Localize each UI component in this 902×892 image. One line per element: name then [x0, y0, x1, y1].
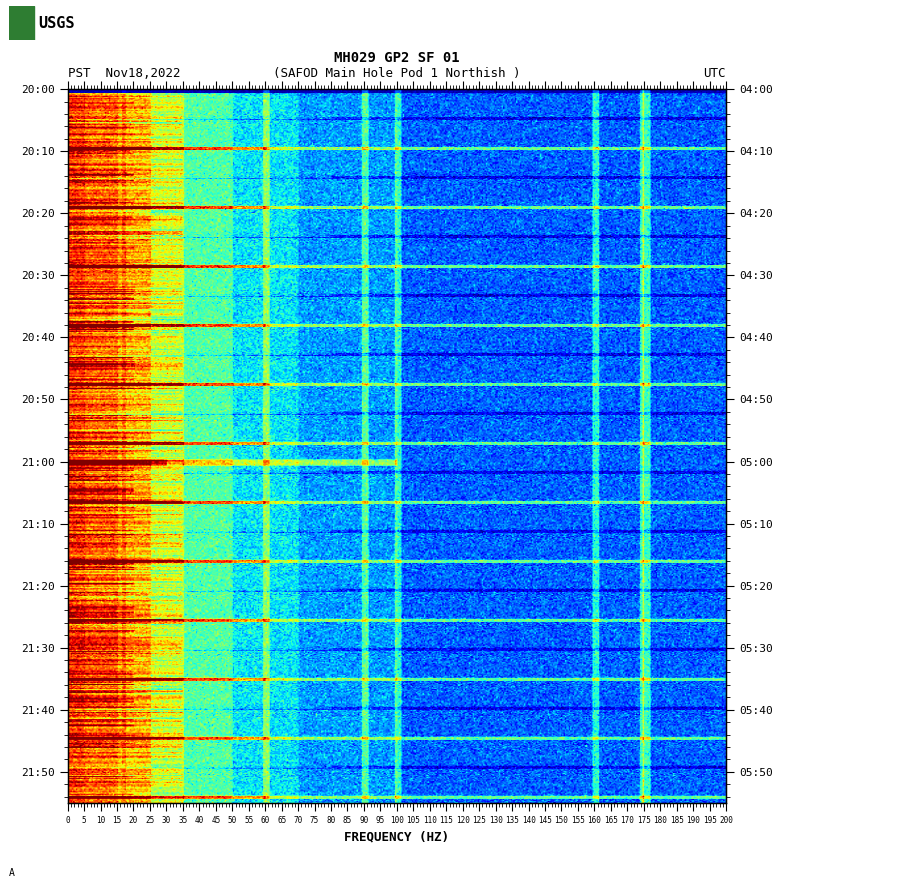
Text: USGS: USGS — [38, 16, 74, 30]
Text: UTC: UTC — [704, 67, 726, 79]
Text: A: A — [9, 868, 15, 878]
Text: MH029 GP2 SF 01: MH029 GP2 SF 01 — [334, 51, 460, 65]
Bar — [9, 6, 34, 40]
Text: PST  Nov18,2022: PST Nov18,2022 — [68, 67, 180, 79]
X-axis label: FREQUENCY (HZ): FREQUENCY (HZ) — [345, 830, 449, 844]
Text: (SAFOD Main Hole Pod 1 Northish ): (SAFOD Main Hole Pod 1 Northish ) — [273, 67, 520, 79]
